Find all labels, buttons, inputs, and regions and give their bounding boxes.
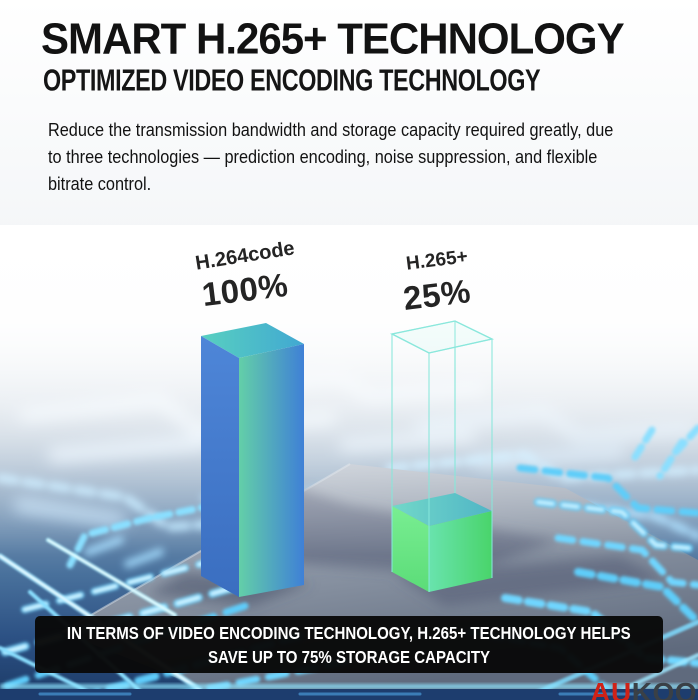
description-line-3: bitrate control. xyxy=(48,173,152,194)
banner-line-2: SAVE UP TO 75% STORAGE CAPACITY xyxy=(207,646,491,667)
banner-line-1: IN TERMS OF VIDEO ENCODING TECHNOLOGY, H… xyxy=(67,622,631,643)
h265-bar xyxy=(392,493,492,592)
brand-logo: AUKOO xyxy=(590,677,697,700)
brand-logo-prefix: AU xyxy=(590,677,632,700)
h264-bar xyxy=(201,323,304,597)
bottom-banner: IN TERMS OF VIDEO ENCODING TECHNOLOGY, H… xyxy=(35,616,663,673)
mist-overlay xyxy=(0,225,698,555)
page-subtitle: OPTIMIZED VIDEO ENCODING TECHNOLOGY xyxy=(43,64,541,98)
description-line-1: Reduce the transmission bandwidth and st… xyxy=(48,119,614,140)
brand-logo-suffix: KOO xyxy=(631,677,697,700)
description: Reduce the transmission bandwidth and st… xyxy=(48,116,690,197)
h265-wireframe-edges xyxy=(390,320,494,592)
bottom-edge-strip xyxy=(0,684,698,700)
page-title: SMART H.265+ TECHNOLOGY xyxy=(41,14,625,63)
description-line-2: to three technologies — prediction encod… xyxy=(48,146,598,167)
